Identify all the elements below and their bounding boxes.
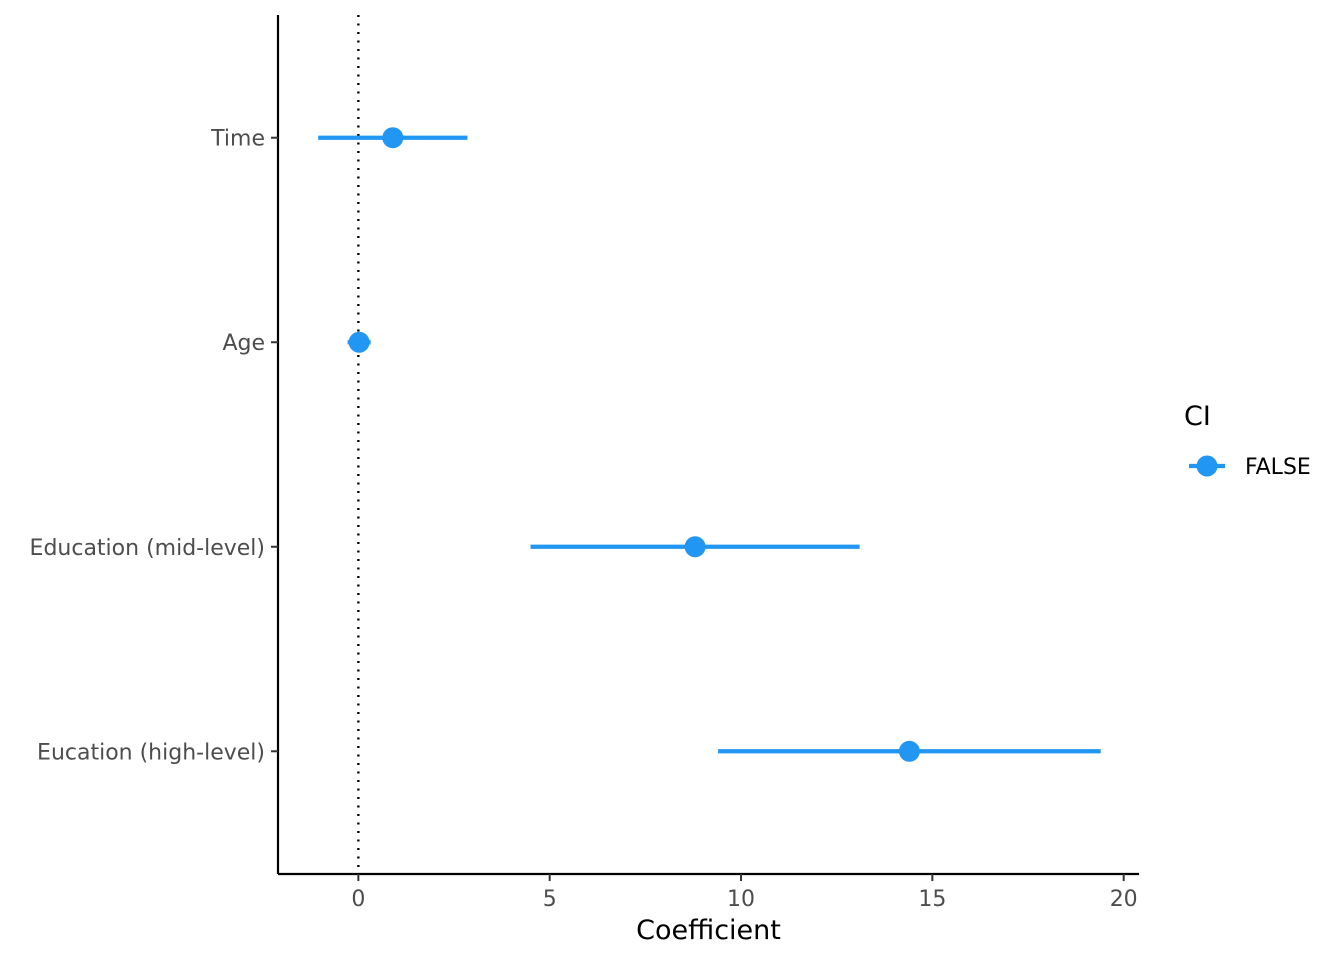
x-axis-title: Coefficient bbox=[636, 915, 781, 946]
plot-panel bbox=[318, 15, 1101, 874]
legend-key-point bbox=[1196, 455, 1218, 477]
x-tick-label: 0 bbox=[351, 887, 365, 912]
coefficient-point bbox=[898, 740, 920, 762]
y-tick-label: Eucation (high-level) bbox=[37, 740, 265, 765]
legend: CI FALSE bbox=[1184, 401, 1311, 480]
axes bbox=[276, 15, 1139, 876]
legend-title: CI bbox=[1184, 401, 1211, 432]
y-axis-ticks: Time Age Education (mid-level) Eucation (hi… bbox=[30, 127, 278, 765]
coefficient-point bbox=[348, 331, 370, 353]
coefficient-point bbox=[382, 127, 404, 149]
x-axis-ticks: 0 5 10 15 20 bbox=[351, 874, 1138, 912]
x-tick-label: 10 bbox=[727, 887, 755, 912]
y-tick-label: Age bbox=[222, 331, 265, 356]
x-tick-label: 5 bbox=[543, 887, 557, 912]
x-tick-label: 15 bbox=[918, 887, 946, 912]
coefficient-point bbox=[684, 536, 706, 558]
y-tick-label: Time bbox=[210, 127, 265, 152]
legend-entry-label: FALSE bbox=[1245, 455, 1311, 480]
x-tick-label: 20 bbox=[1110, 887, 1138, 912]
y-tick-label: Education (mid-level) bbox=[30, 536, 265, 561]
